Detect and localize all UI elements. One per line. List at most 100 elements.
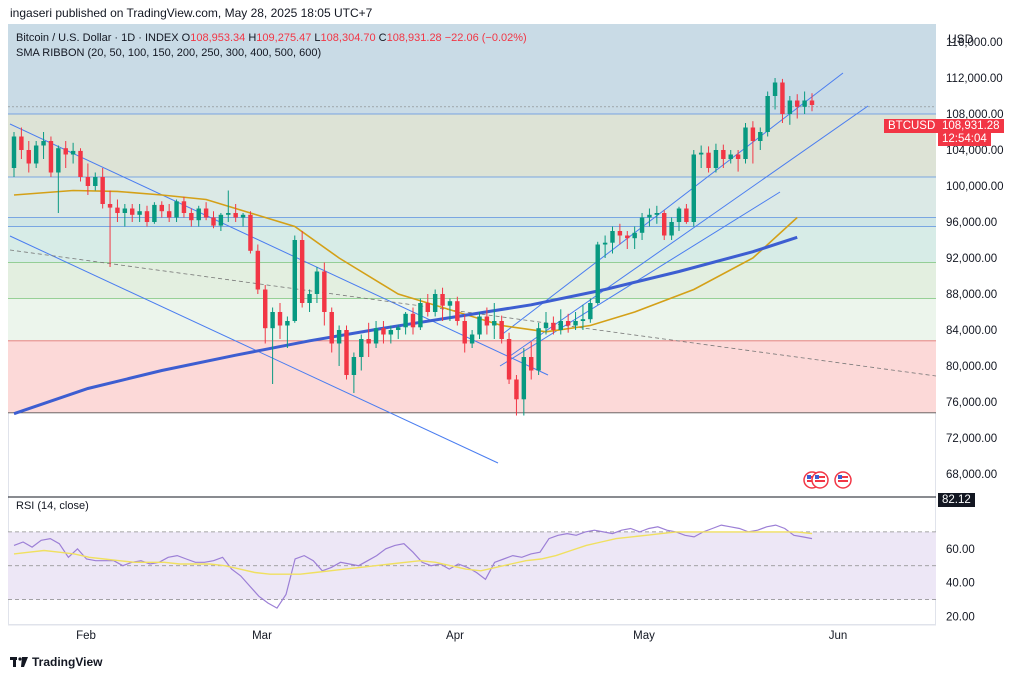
candle <box>588 298 593 323</box>
candle-body <box>514 379 519 400</box>
zone-3 <box>8 217 936 227</box>
candle-body <box>728 154 733 159</box>
zone-7 <box>8 340 936 413</box>
candle <box>115 199 120 222</box>
candle-body <box>396 327 401 330</box>
candle-body <box>196 208 201 221</box>
candle <box>277 303 283 339</box>
candle <box>85 163 91 195</box>
candle-body <box>669 222 674 236</box>
candle <box>19 127 24 159</box>
candle-body <box>181 201 187 213</box>
candle <box>669 217 674 240</box>
rsi-tick-label: 60.00 <box>946 544 975 556</box>
candle-body <box>166 211 172 218</box>
candle-body <box>536 328 541 371</box>
rsi-legend[interactable]: RSI (14, close) <box>16 500 89 512</box>
candle <box>743 123 748 164</box>
candle <box>780 78 785 123</box>
rsi-tick-label: 40.00 <box>946 578 975 590</box>
candle <box>447 298 453 321</box>
time-tick-label: Apr <box>446 630 464 642</box>
candle-body <box>469 334 475 344</box>
rsi-ma-line <box>13 531 813 575</box>
candle <box>107 190 113 267</box>
price-tick-label: 92,000.00 <box>946 253 997 265</box>
rsi-tick-label: 20.00 <box>946 612 975 624</box>
candle-body <box>691 154 696 222</box>
candle <box>255 244 261 294</box>
candle-body <box>484 316 490 326</box>
candle-body <box>373 328 379 344</box>
indicator-legend[interactable]: SMA RIBBON (20, 50, 100, 150, 200, 250, … <box>16 47 322 59</box>
price-tick-label: 104,000.00 <box>946 145 1004 157</box>
event-flag-stripe <box>838 480 848 482</box>
candle <box>684 204 689 224</box>
event-flag-icon <box>811 471 829 489</box>
event-icons <box>803 471 852 489</box>
candle <box>70 142 76 164</box>
candle <box>654 205 660 224</box>
candle-body <box>115 207 120 213</box>
time-tick-label: Mar <box>252 630 272 642</box>
last-price-badge: 108,931.28 <box>938 119 1004 133</box>
candle <box>181 196 187 218</box>
candle <box>647 208 652 227</box>
candle-body <box>639 217 645 233</box>
candlesticks <box>11 78 815 416</box>
time-axis: Feb Mar Apr May Jun <box>8 624 936 642</box>
candle-body <box>277 312 283 326</box>
candle <box>713 143 719 173</box>
candle <box>492 303 497 339</box>
candle-body <box>455 301 460 321</box>
candle-body <box>78 150 83 177</box>
candle-body <box>765 96 770 132</box>
candle-body <box>388 330 394 335</box>
candle <box>676 206 682 231</box>
candle <box>418 298 423 330</box>
candle <box>248 211 253 254</box>
candle <box>240 213 246 227</box>
candle <box>632 226 637 249</box>
candle-body <box>654 213 660 215</box>
candle <box>787 96 793 125</box>
candle <box>329 307 334 353</box>
candle <box>469 330 475 348</box>
candle <box>366 322 371 357</box>
footer-brand[interactable]: TradingView <box>10 655 102 669</box>
candle-body <box>56 148 61 173</box>
candle <box>595 241 600 305</box>
candle-body <box>85 177 91 186</box>
zone-4 <box>8 226 936 263</box>
candle <box>26 141 31 173</box>
candle-body <box>750 127 756 141</box>
candle <box>137 204 142 222</box>
candle <box>292 235 297 323</box>
candle-body <box>226 213 231 215</box>
candle-body <box>565 321 571 326</box>
candle <box>189 208 194 227</box>
candle <box>521 348 527 416</box>
countdown-badge: 12:54:04 <box>938 132 991 146</box>
candle <box>359 334 364 371</box>
candle-body <box>19 136 24 150</box>
candle-body <box>706 152 711 168</box>
candle <box>462 314 467 353</box>
symbol-label: Bitcoin / U.S. Dollar · 1D · INDEX <box>16 32 179 44</box>
trend-channels <box>9 72 937 464</box>
candle <box>388 325 394 344</box>
candle <box>802 91 807 114</box>
candle-body <box>662 213 667 236</box>
candle-body <box>203 208 209 218</box>
candle <box>728 150 733 164</box>
candle-body <box>432 294 438 312</box>
candle <box>580 304 586 330</box>
candle-body <box>410 313 416 328</box>
channel-line-2 <box>9 249 937 377</box>
event-flag-canton <box>838 475 842 479</box>
candle-body <box>336 330 342 344</box>
currency-label[interactable]: USD <box>948 32 974 46</box>
candle <box>691 150 696 227</box>
support-resistance-zones <box>8 24 936 414</box>
